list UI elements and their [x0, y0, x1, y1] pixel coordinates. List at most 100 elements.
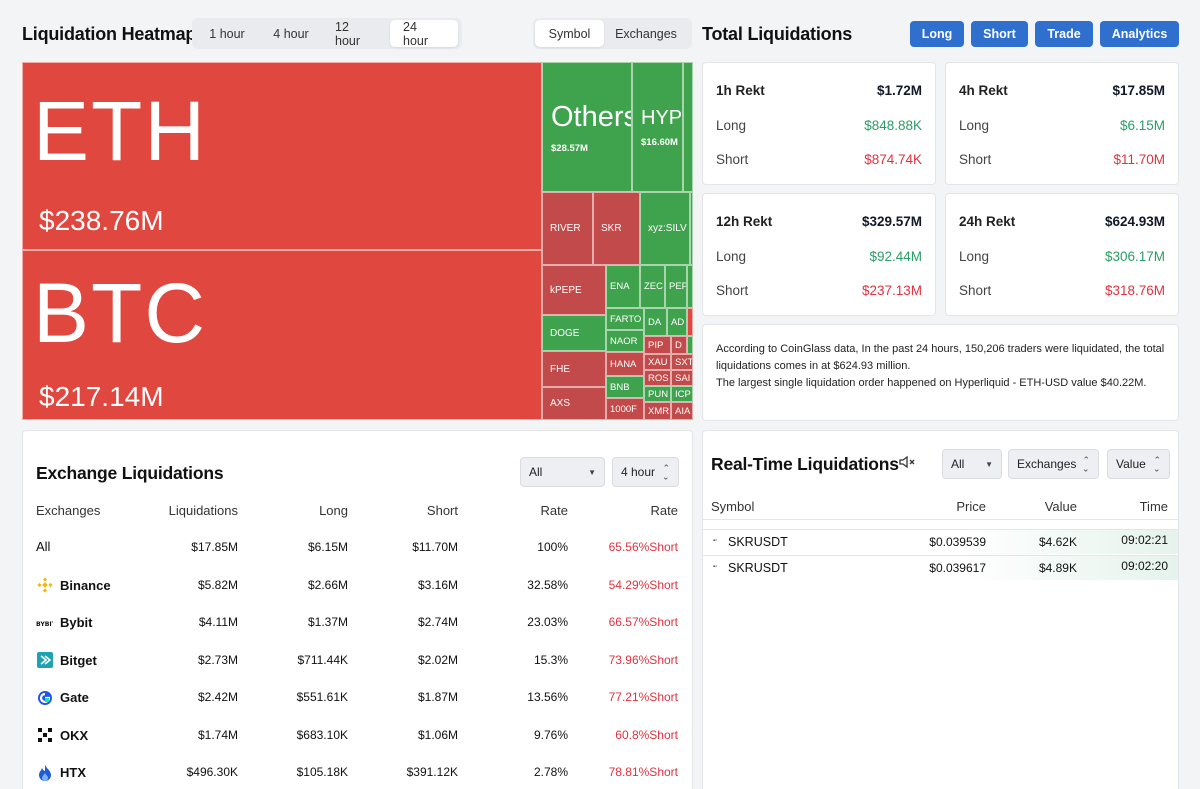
tab-4-hour[interactable]: 4 hour — [273, 26, 309, 41]
cell-value: $16.60M — [641, 137, 678, 148]
rekt-card-1h: 1h Rekt $1.72M Long $848.88K Short $874.74K — [702, 62, 936, 185]
treemap-cell-bnb[interactable]: BNB — [606, 376, 644, 398]
cell-symbol: ETH — [33, 84, 207, 178]
rate-value: 23.03% — [527, 615, 568, 629]
treemap-cell-hana[interactable]: HANA — [606, 352, 644, 376]
trade-button[interactable]: Trade — [1035, 21, 1093, 47]
caret-down-icon: ▼ — [588, 467, 596, 477]
cell-value: $238.76M — [39, 205, 164, 236]
analytics-button[interactable]: Analytics — [1100, 21, 1179, 47]
treemap-cell-misc[interactable] — [687, 308, 693, 336]
treemap-cell-pip[interactable]: PIP — [644, 336, 671, 354]
treemap-cell-1000f[interactable]: 1000F — [606, 398, 644, 420]
exchange-small-icon: ▪▫ — [713, 538, 718, 544]
value: $4.89K — [1038, 561, 1077, 575]
tab-1-hour[interactable]: 1 hour — [209, 26, 245, 41]
treemap-cell-axs[interactable]: AXS — [542, 387, 606, 420]
short-value: $391.12K — [406, 765, 458, 779]
realtime-filter-select[interactable]: All ▼ — [942, 449, 1002, 479]
mute-icon[interactable] — [899, 455, 915, 474]
exchange-name[interactable]: Gate — [36, 689, 89, 706]
col-symbol: Symbol — [711, 499, 755, 514]
cell-symbol: ICP — [675, 388, 691, 400]
total-liquidations-title: Total Liquidations — [702, 24, 853, 44]
exchange-name[interactable]: OKX — [36, 727, 88, 744]
treemap-cell-sa[interactable]: SAI — [671, 370, 693, 386]
treemap-cell-xyz-silv[interactable]: xyz:SILV — [640, 192, 690, 265]
treemap-cell-misc[interactable] — [683, 62, 693, 192]
liquidation-row[interactable]: ▪▫ SKRUSDT $0.039539 $4.62K 09:02:21 — [703, 529, 1178, 554]
long-button[interactable]: Long — [910, 21, 964, 47]
cell-symbol: AXS — [550, 398, 571, 409]
short-value: $2.02M — [417, 652, 458, 667]
treemap-cell-aia[interactable]: AIA — [671, 402, 693, 420]
treemap-cell-btc[interactable]: BTC $217.14M — [22, 250, 542, 420]
long-value: $306.17M — [1104, 249, 1165, 264]
rekt-total: $17.85M — [1112, 83, 1165, 98]
treemap-cell-farto[interactable]: FARTO — [606, 308, 644, 330]
liquidations-value: $1.74M — [197, 727, 238, 742]
long-label: Long — [959, 118, 990, 133]
treemap-cell-ena[interactable]: ENA — [606, 265, 640, 308]
treemap-cell-sx[interactable]: SXT — [671, 354, 693, 370]
treemap-cell-hype[interactable]: HYPE $16.60M — [632, 62, 683, 192]
period-select[interactable]: 4 hour ⌃ ⌃ — [612, 457, 679, 487]
gate-logo-icon — [36, 689, 53, 706]
cell-symbol: ZEC — [644, 281, 663, 292]
treemap-cell-eth[interactable]: ETH $238.76M — [22, 62, 542, 250]
treemap-cell-skr[interactable]: SKR — [593, 192, 640, 265]
cell-value: $28.57M — [551, 143, 588, 154]
cell-symbol: D — [675, 339, 682, 351]
cell-value: $217.14M — [39, 381, 164, 412]
rate-value: 13.56% — [527, 690, 568, 704]
tab-symbol[interactable]: Symbol — [535, 20, 604, 47]
time: 09:02:20 — [1121, 559, 1168, 573]
treemap-cell-zec[interactable]: ZEC — [640, 265, 665, 308]
treemap-cell-misc[interactable] — [687, 265, 693, 308]
okx-logo-icon — [36, 727, 53, 744]
exchange-name[interactable]: HTX — [36, 764, 86, 781]
treemap-cell-naor[interactable]: NAOR — [606, 330, 644, 352]
treemap-cell-river[interactable]: RIVER — [542, 192, 593, 265]
treemap-cell-da[interactable]: DA — [644, 308, 667, 336]
exchange-name[interactable]: All — [36, 539, 50, 554]
rekt-total: $329.57M — [861, 214, 922, 229]
realtime-exchanges-select[interactable]: Exchanges ⌃ ⌃ — [1008, 449, 1099, 479]
tab-24-hour[interactable]: 24 hour — [390, 20, 458, 48]
treemap-cell-ros[interactable]: ROS — [644, 370, 671, 386]
short-rate-value: 78.81%Short — [608, 765, 678, 779]
time-tabs: 1 hour 4 hour 12 hour 24 hour — [192, 18, 462, 49]
exchange-name-text: HTX — [60, 765, 86, 780]
treemap-cell-d[interactable]: D — [671, 336, 687, 354]
cell-symbol: BNB — [610, 381, 630, 393]
treemap-cell-pep[interactable]: PEP — [665, 265, 687, 308]
liquidation-row[interactable]: ▪▫ SKRUSDT $0.039617 $4.89K 09:02:20 — [703, 555, 1178, 580]
short-button[interactable]: Short — [971, 21, 1028, 47]
exchange-liquidations-title: Exchange Liquidations — [36, 463, 224, 483]
exchange-filter-select[interactable]: All ▼ — [520, 457, 605, 487]
cell-symbol: SKR — [601, 223, 622, 234]
treemap-cell-xmr[interactable]: XMR — [644, 402, 671, 420]
treemap-cell-ic[interactable]: ICP — [671, 386, 693, 402]
treemap-cell-kpepe[interactable]: kPEPE — [542, 265, 606, 315]
treemap-cell-misc[interactable] — [690, 192, 693, 265]
treemap-cell-others[interactable]: Others $28.57M — [542, 62, 632, 192]
exchange-name[interactable]: BYBIT Bybit — [36, 614, 93, 631]
rate-value: 9.76% — [533, 727, 568, 742]
long-label: Long — [716, 118, 747, 133]
treemap-cell-misc[interactable] — [687, 336, 693, 354]
treemap-cell-fhe[interactable]: FHE — [542, 351, 606, 387]
exchange-name[interactable]: Binance — [36, 577, 111, 594]
treemap-cell-ad[interactable]: AD — [667, 308, 687, 336]
exchange-name[interactable]: Bitget — [36, 652, 97, 669]
cell-symbol: DA — [648, 316, 662, 328]
treemap-cell-doge[interactable]: DOGE — [542, 315, 606, 351]
select-value: All — [529, 465, 543, 479]
cell-symbol: 1000F — [610, 403, 637, 415]
tab-exchanges[interactable]: Exchanges — [615, 26, 677, 41]
realtime-value-select[interactable]: Value ⌃ ⌃ — [1107, 449, 1170, 479]
tab-12-hour[interactable]: 12 hour — [335, 19, 361, 48]
treemap-cell-xau[interactable]: XAU — [644, 354, 671, 370]
treemap-cell-pun[interactable]: PUN — [644, 386, 671, 402]
price: $0.039617 — [929, 561, 986, 575]
